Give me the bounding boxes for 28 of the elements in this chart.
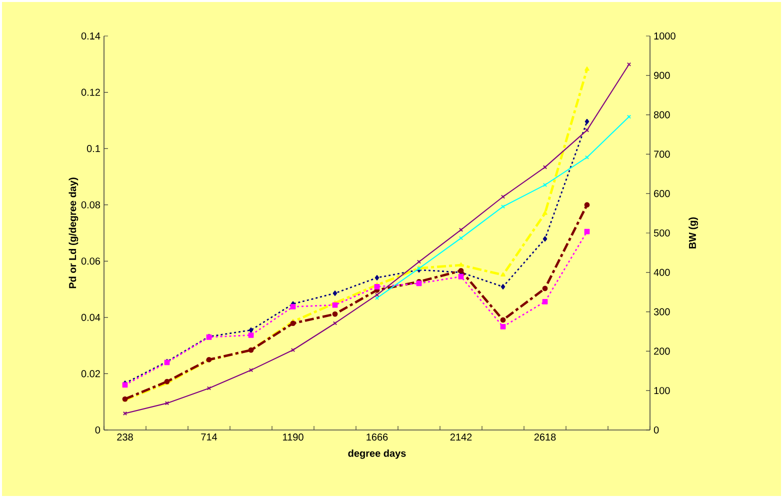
x-tick-label: 2618 xyxy=(534,434,556,441)
y-tick-label: 0.04 xyxy=(81,314,100,321)
y2-tick-label: 100 xyxy=(654,387,670,394)
y2-tick-label: 400 xyxy=(654,268,670,276)
x-tick-label: 714 xyxy=(201,434,218,440)
y2-tick-label: 300 xyxy=(654,308,670,316)
x-tick-label: 1190 xyxy=(283,434,304,441)
y2-tick-label: 600 xyxy=(654,190,670,198)
x-axis-title: degree days xyxy=(348,449,406,459)
y2-axis-title: BW (g) xyxy=(688,217,698,248)
y2-tick-label: 900 xyxy=(654,72,670,79)
y2-tick-label: 700 xyxy=(654,150,670,158)
y2-tick-label: 0 xyxy=(654,426,659,434)
y-tick-label: 0.06 xyxy=(81,258,100,265)
y-axis-title: Pd or Ld (g/degree day) xyxy=(68,178,78,288)
y2-tick-label: 500 xyxy=(654,229,670,237)
y-tick-label: 0.12 xyxy=(81,88,100,96)
y-tick-label: 0.08 xyxy=(81,201,100,208)
y2-tick-label: 1000 xyxy=(654,32,676,40)
x-tick-label: 238 xyxy=(117,434,133,441)
y2-tick-label: 200 xyxy=(654,348,670,355)
y-tick-label: 0 xyxy=(95,426,100,434)
y-tick-label: 0.14 xyxy=(81,32,100,40)
y-tick-label: 0.1 xyxy=(86,145,100,152)
y-tick-label: 0.02 xyxy=(81,370,100,378)
x-tick-label: 1666 xyxy=(366,434,388,441)
x-tick-label: 2142 xyxy=(450,434,472,441)
y2-tick-label: 800 xyxy=(654,111,670,118)
